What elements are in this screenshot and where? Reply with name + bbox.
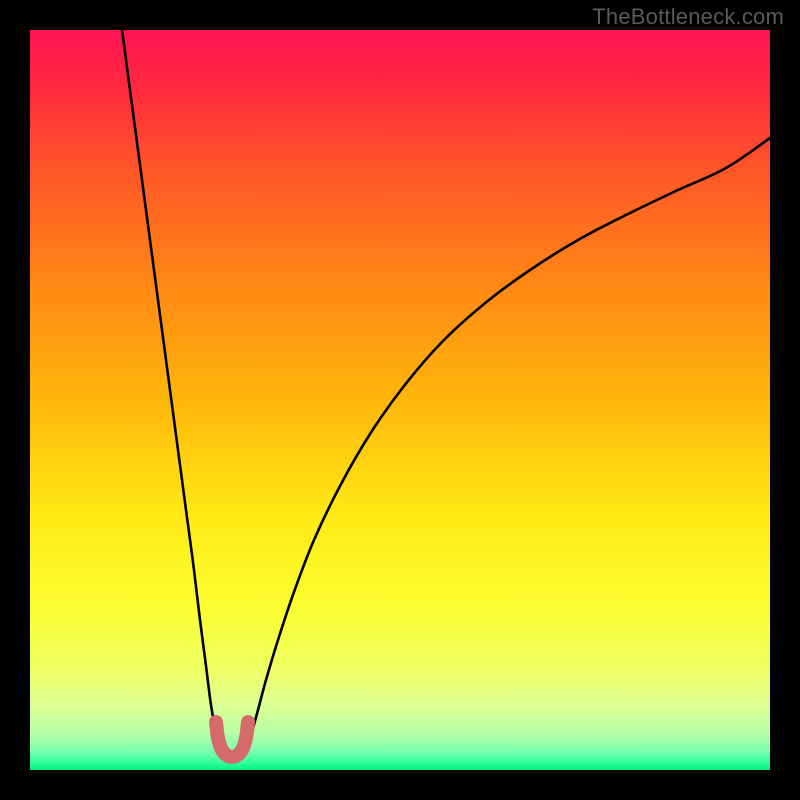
gradient-background — [30, 30, 770, 770]
plot-svg — [30, 30, 770, 770]
plot-area — [30, 30, 770, 770]
chart-container: TheBottleneck.com — [0, 0, 800, 800]
watermark-text: TheBottleneck.com — [592, 4, 784, 30]
